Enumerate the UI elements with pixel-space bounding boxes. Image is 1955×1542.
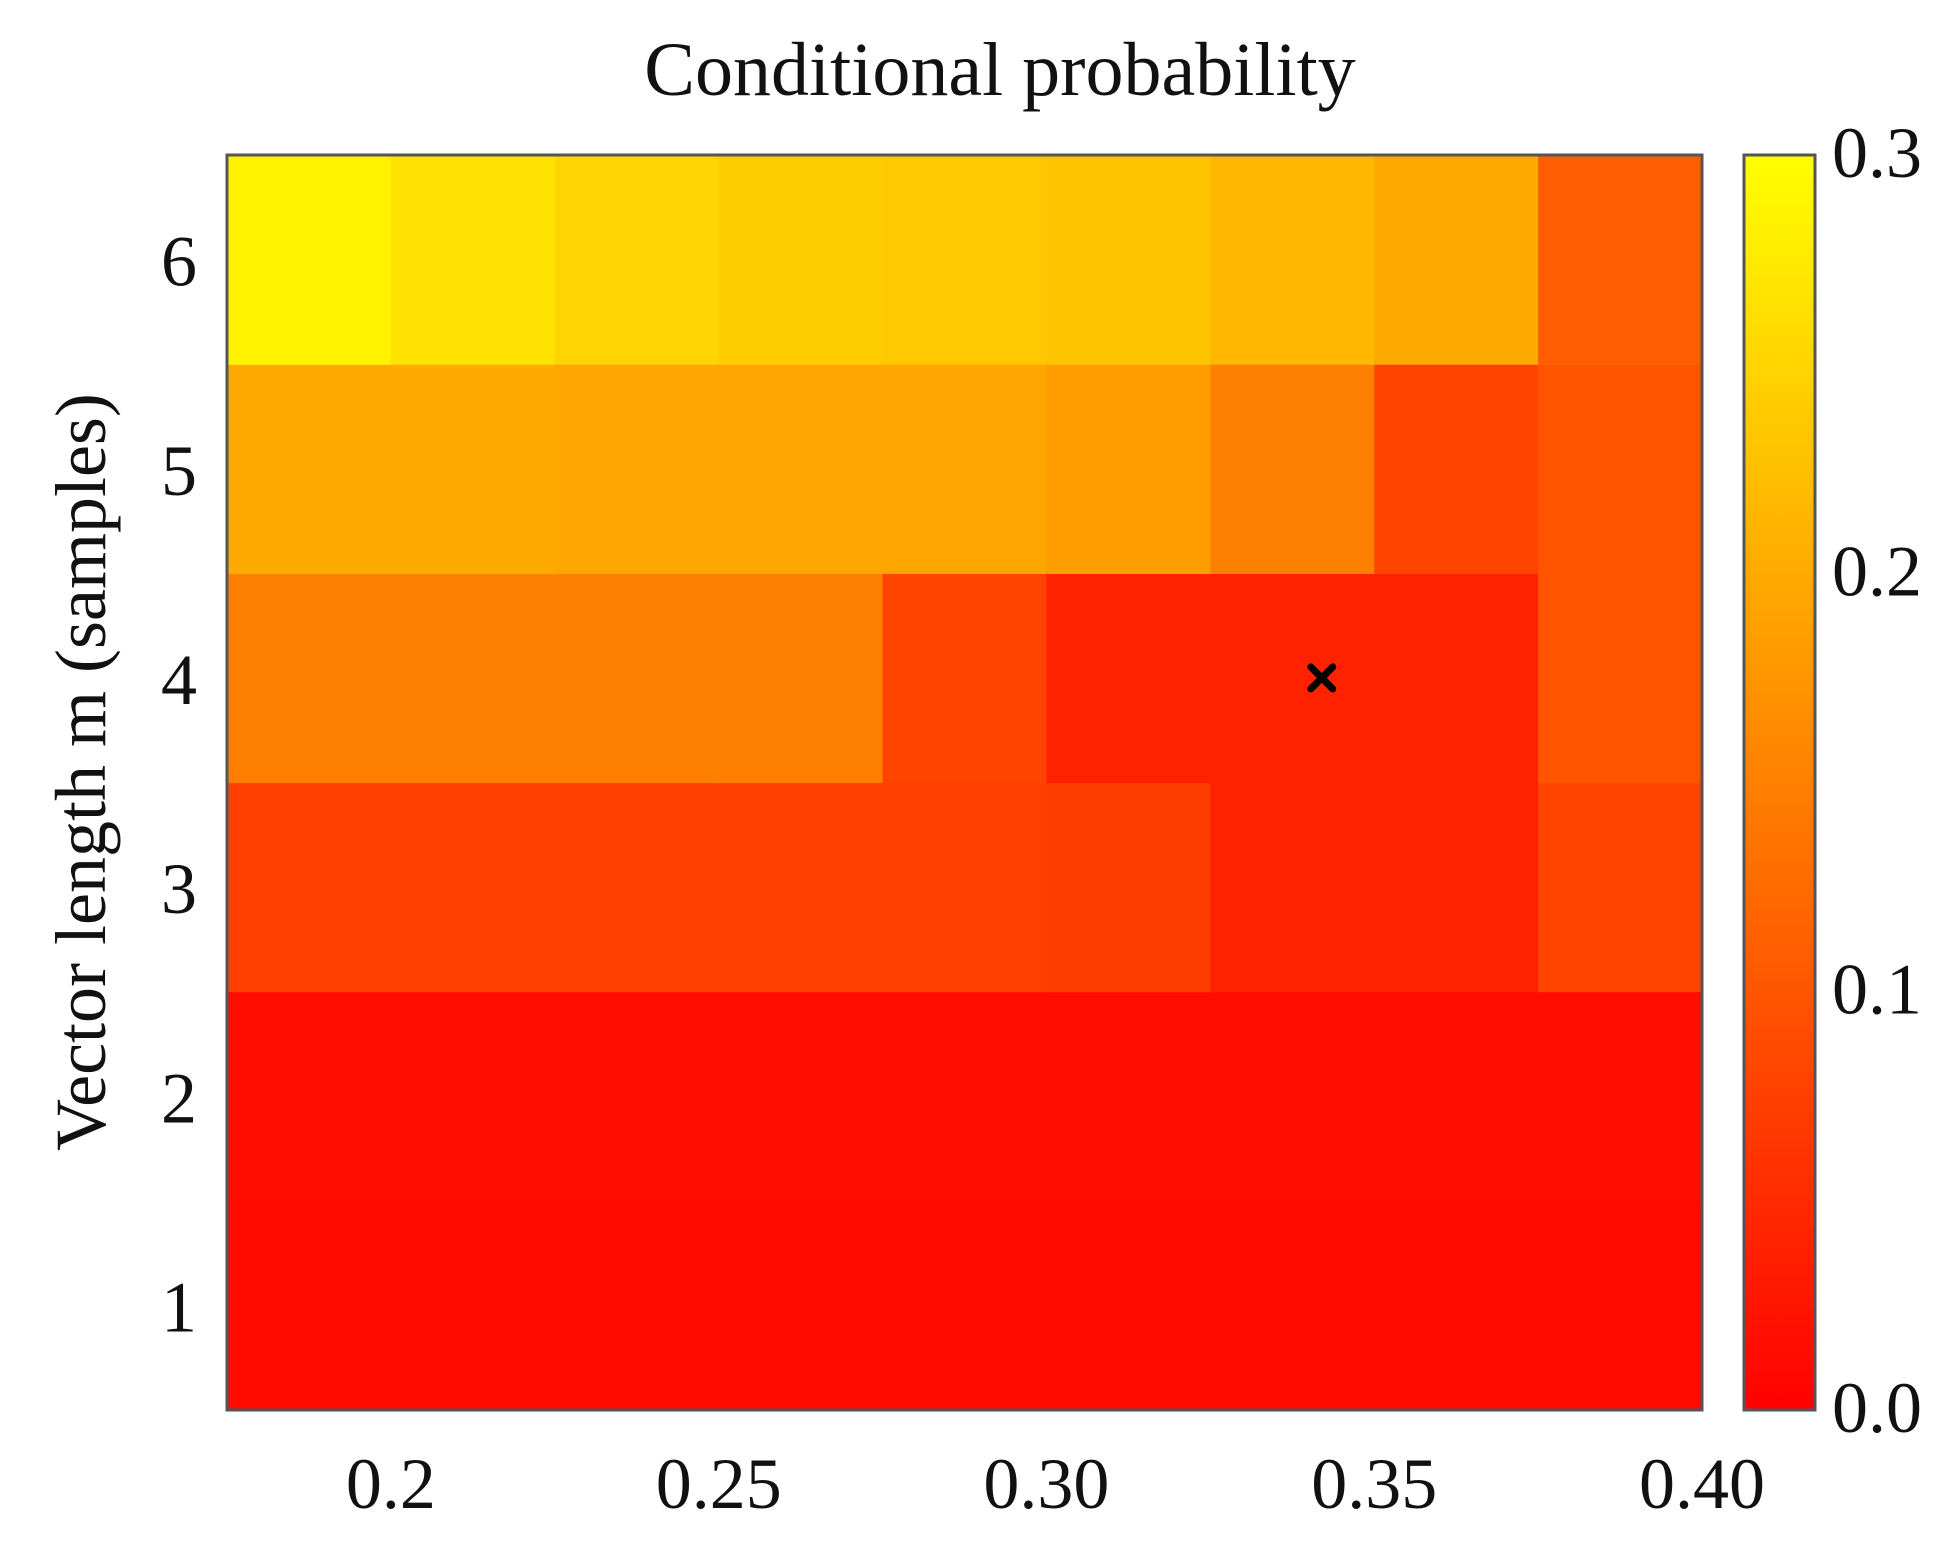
heatmap-cell — [1374, 782, 1539, 993]
heatmap-cells — [227, 155, 1703, 1411]
heatmap-cell — [718, 782, 884, 993]
heatmap-cell — [1046, 991, 1211, 1202]
heatmap-cell — [1374, 155, 1539, 365]
heatmap-cell — [1210, 155, 1375, 365]
heatmap-cell — [227, 573, 392, 784]
heatmap-cell — [390, 155, 556, 365]
colorbar-tick-label: 0.3 — [1832, 113, 1922, 193]
heatmap-cell — [718, 1200, 884, 1411]
y-tick-label: 4 — [161, 640, 197, 720]
heatmap-cell — [1538, 573, 1703, 784]
heatmap-cell — [718, 364, 884, 574]
x-tick-labels: 0.2 0.25 0.30 0.35 0.40 — [346, 1444, 1765, 1524]
colorbar-tick-label: 0.1 — [1832, 950, 1922, 1030]
heatmap-cell — [882, 573, 1048, 784]
x-tick-label: 0.30 — [983, 1444, 1109, 1524]
heatmap-cell — [1046, 155, 1211, 365]
heatmap-cell — [1538, 991, 1703, 1202]
heatmap-cell — [227, 155, 392, 365]
y-tick-label: 5 — [161, 431, 197, 511]
heatmap-cell — [882, 364, 1048, 574]
heatmap-cell — [1210, 1200, 1375, 1411]
x-tick-label: 0.35 — [1311, 1444, 1437, 1524]
heatmap-cell — [718, 991, 884, 1202]
heatmap-cell — [1046, 782, 1211, 993]
heatmap-cell — [1538, 782, 1703, 993]
heatmap-cell — [390, 1200, 556, 1411]
heatmap-cell — [1210, 364, 1375, 574]
y-tick-label: 1 — [161, 1267, 197, 1347]
heatmap-cell — [554, 782, 720, 993]
heatmap-cell — [1538, 155, 1703, 365]
heatmap-cell — [1046, 1200, 1211, 1411]
chart-title: Conditional probability — [644, 28, 1355, 112]
heatmap-cell — [1210, 782, 1375, 993]
colorbar-tick-labels: 0.3 0.2 0.1 0.0 — [1832, 113, 1922, 1448]
heatmap-cell — [882, 155, 1048, 365]
heatmap-cell — [882, 782, 1048, 993]
heatmap-cell — [1374, 364, 1539, 574]
y-axis-label: Vector length m (samples) — [41, 393, 121, 1151]
heatmap-cell — [390, 991, 556, 1202]
heatmap-cell — [1046, 573, 1211, 784]
heatmap-cell — [554, 573, 720, 784]
y-tick-label: 3 — [161, 849, 197, 929]
y-tick-labels: 1 2 3 4 5 6 — [161, 222, 197, 1348]
x-tick-label: 0.40 — [1639, 1444, 1765, 1524]
y-tick-label: 2 — [161, 1058, 197, 1138]
heatmap-cell — [882, 991, 1048, 1202]
heatmap-cell — [1374, 991, 1539, 1202]
marker-stroke — [1307, 663, 1337, 693]
heatmap-cell — [390, 573, 556, 784]
heatmap-cell — [1210, 991, 1375, 1202]
heatmap-cell — [227, 364, 392, 574]
y-tick-label: 6 — [161, 222, 197, 302]
plot-frame — [225, 153, 1704, 1412]
heatmap-cell — [1538, 364, 1703, 574]
colorbar-tick-label: 0.0 — [1832, 1368, 1922, 1448]
heatmap-cell — [390, 782, 556, 993]
colorbar — [1742, 153, 1817, 1412]
heatmap-cell — [718, 573, 884, 784]
heatmap-cell — [227, 782, 392, 993]
heatmap-cell — [554, 364, 720, 574]
heatmap-cell — [1538, 1200, 1703, 1411]
heatmap-cell — [718, 155, 884, 365]
heatmap-cell — [227, 991, 392, 1202]
heatmap-cell — [554, 155, 720, 365]
heatmap-cell — [1210, 573, 1375, 784]
x-tick-label: 0.2 — [346, 1444, 436, 1524]
heatmap-cell — [1046, 364, 1211, 574]
heatmap-cell — [1374, 573, 1539, 784]
heatmap-cell — [882, 1200, 1048, 1411]
heatmap-cell — [390, 364, 556, 574]
heatmap-cell — [227, 1200, 392, 1411]
heatmap-cell — [1374, 1200, 1539, 1411]
colorbar-tick-label: 0.2 — [1832, 531, 1922, 611]
optimum-marker — [1307, 663, 1337, 693]
heatmap-cell — [554, 1200, 720, 1411]
x-tick-label: 0.25 — [656, 1444, 782, 1524]
heatmap-cell — [554, 991, 720, 1202]
